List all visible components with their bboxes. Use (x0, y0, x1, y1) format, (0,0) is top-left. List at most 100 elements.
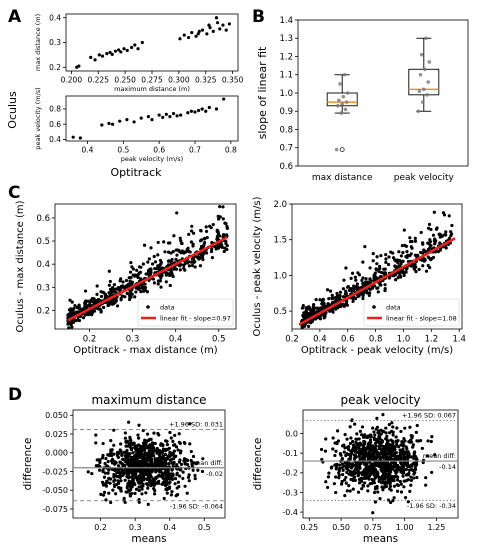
data-point (214, 107, 219, 111)
data-point (177, 460, 182, 464)
x-tick-label: 0.6 (153, 146, 165, 155)
data-point (158, 279, 162, 283)
data-point (125, 48, 129, 53)
data-point (150, 463, 155, 467)
data-point (391, 499, 395, 503)
data-point (183, 484, 187, 488)
data-point (177, 440, 182, 445)
data-point (191, 454, 196, 459)
data-point (133, 295, 137, 299)
data-point (383, 485, 387, 489)
data-point (374, 444, 378, 448)
data-point (423, 257, 427, 261)
data-point (340, 303, 344, 307)
data-point (133, 43, 137, 47)
data-point (409, 483, 413, 487)
data-point (107, 453, 111, 457)
y-tick-label: 0.5 (273, 307, 287, 317)
data-point (162, 496, 166, 501)
data-point (365, 435, 370, 439)
data-point (68, 298, 72, 302)
data-point (180, 241, 184, 245)
chart-c2: 0.2 0.4 0.6 0.8 1.0 1.2 1.4 0.5 1.0 1.5 2.0 Optitra… (252, 196, 466, 356)
data-point (191, 256, 196, 260)
y-tick-label: -0.050 (42, 486, 68, 495)
data-point (301, 303, 305, 308)
data-point (169, 436, 173, 440)
data-point (132, 471, 136, 475)
x-tick-label: 0.25 (300, 523, 318, 532)
data-point (134, 467, 138, 471)
data-point (114, 461, 118, 465)
mean-diff-title: mean diff: (423, 452, 456, 460)
data-point (98, 460, 102, 465)
data-point (394, 265, 398, 269)
data-point (114, 297, 118, 301)
data-point (167, 481, 171, 485)
data-point (199, 228, 203, 233)
data-point (437, 232, 441, 236)
y-tick-label: 0.9 (279, 107, 293, 117)
data-point (409, 455, 413, 459)
data-point (108, 50, 112, 55)
data-point (408, 425, 412, 429)
data-point (153, 260, 158, 264)
y-tick-label: 1.0 (273, 271, 287, 281)
data-point (107, 476, 111, 480)
data-point (136, 47, 140, 51)
x-tick-label: 0.2 (285, 335, 299, 345)
data-point (148, 477, 152, 481)
y-axis-label: difference (252, 438, 264, 491)
mean-diff-value: -0.14 (439, 463, 456, 471)
data-point (174, 267, 179, 271)
data-point (168, 430, 172, 435)
plot-frame (65, 13, 239, 72)
data-point (386, 464, 390, 468)
data-point (327, 297, 331, 301)
data-point (149, 268, 153, 272)
x-tick-label: 1.00 (396, 523, 414, 532)
data-point (153, 457, 157, 461)
y-tick-label: 0.2 (49, 63, 61, 72)
data-point (332, 482, 336, 486)
x-axis-label: means (363, 533, 398, 545)
data-point (373, 284, 377, 288)
data-point (326, 304, 330, 308)
data-point (373, 455, 377, 459)
data-point (387, 452, 391, 456)
data-point (386, 262, 391, 267)
data-point (78, 136, 82, 140)
data-point (152, 254, 156, 259)
data-point (361, 435, 366, 439)
data-point (426, 226, 431, 230)
data-point (185, 261, 190, 265)
data-point (359, 476, 363, 480)
data-point (378, 451, 383, 456)
data-point (311, 304, 315, 309)
data-point (414, 430, 418, 434)
data-point (363, 446, 367, 451)
data-point (444, 230, 448, 234)
data-point (106, 459, 110, 464)
data-point (413, 239, 418, 243)
data-point (217, 217, 221, 221)
y-tick-label: -0.4 (282, 508, 298, 517)
data-point (380, 449, 384, 453)
data-point (135, 476, 139, 480)
data-point (349, 466, 354, 470)
y-tick-label: 0.6 (49, 120, 61, 129)
data-point (337, 294, 341, 298)
data-point (166, 447, 170, 451)
data-point (196, 468, 200, 472)
data-point (403, 496, 408, 500)
data-point (410, 468, 414, 472)
y-tick-label: 0.7 (279, 144, 293, 154)
data-point (165, 491, 169, 495)
data-point (69, 323, 73, 327)
x-tick-label: 0.75 (364, 523, 382, 532)
data-point (105, 52, 109, 56)
data-point (196, 108, 201, 113)
data-point (167, 461, 171, 466)
y-tick-label: 1.1 (279, 71, 293, 81)
data-point (379, 254, 383, 258)
